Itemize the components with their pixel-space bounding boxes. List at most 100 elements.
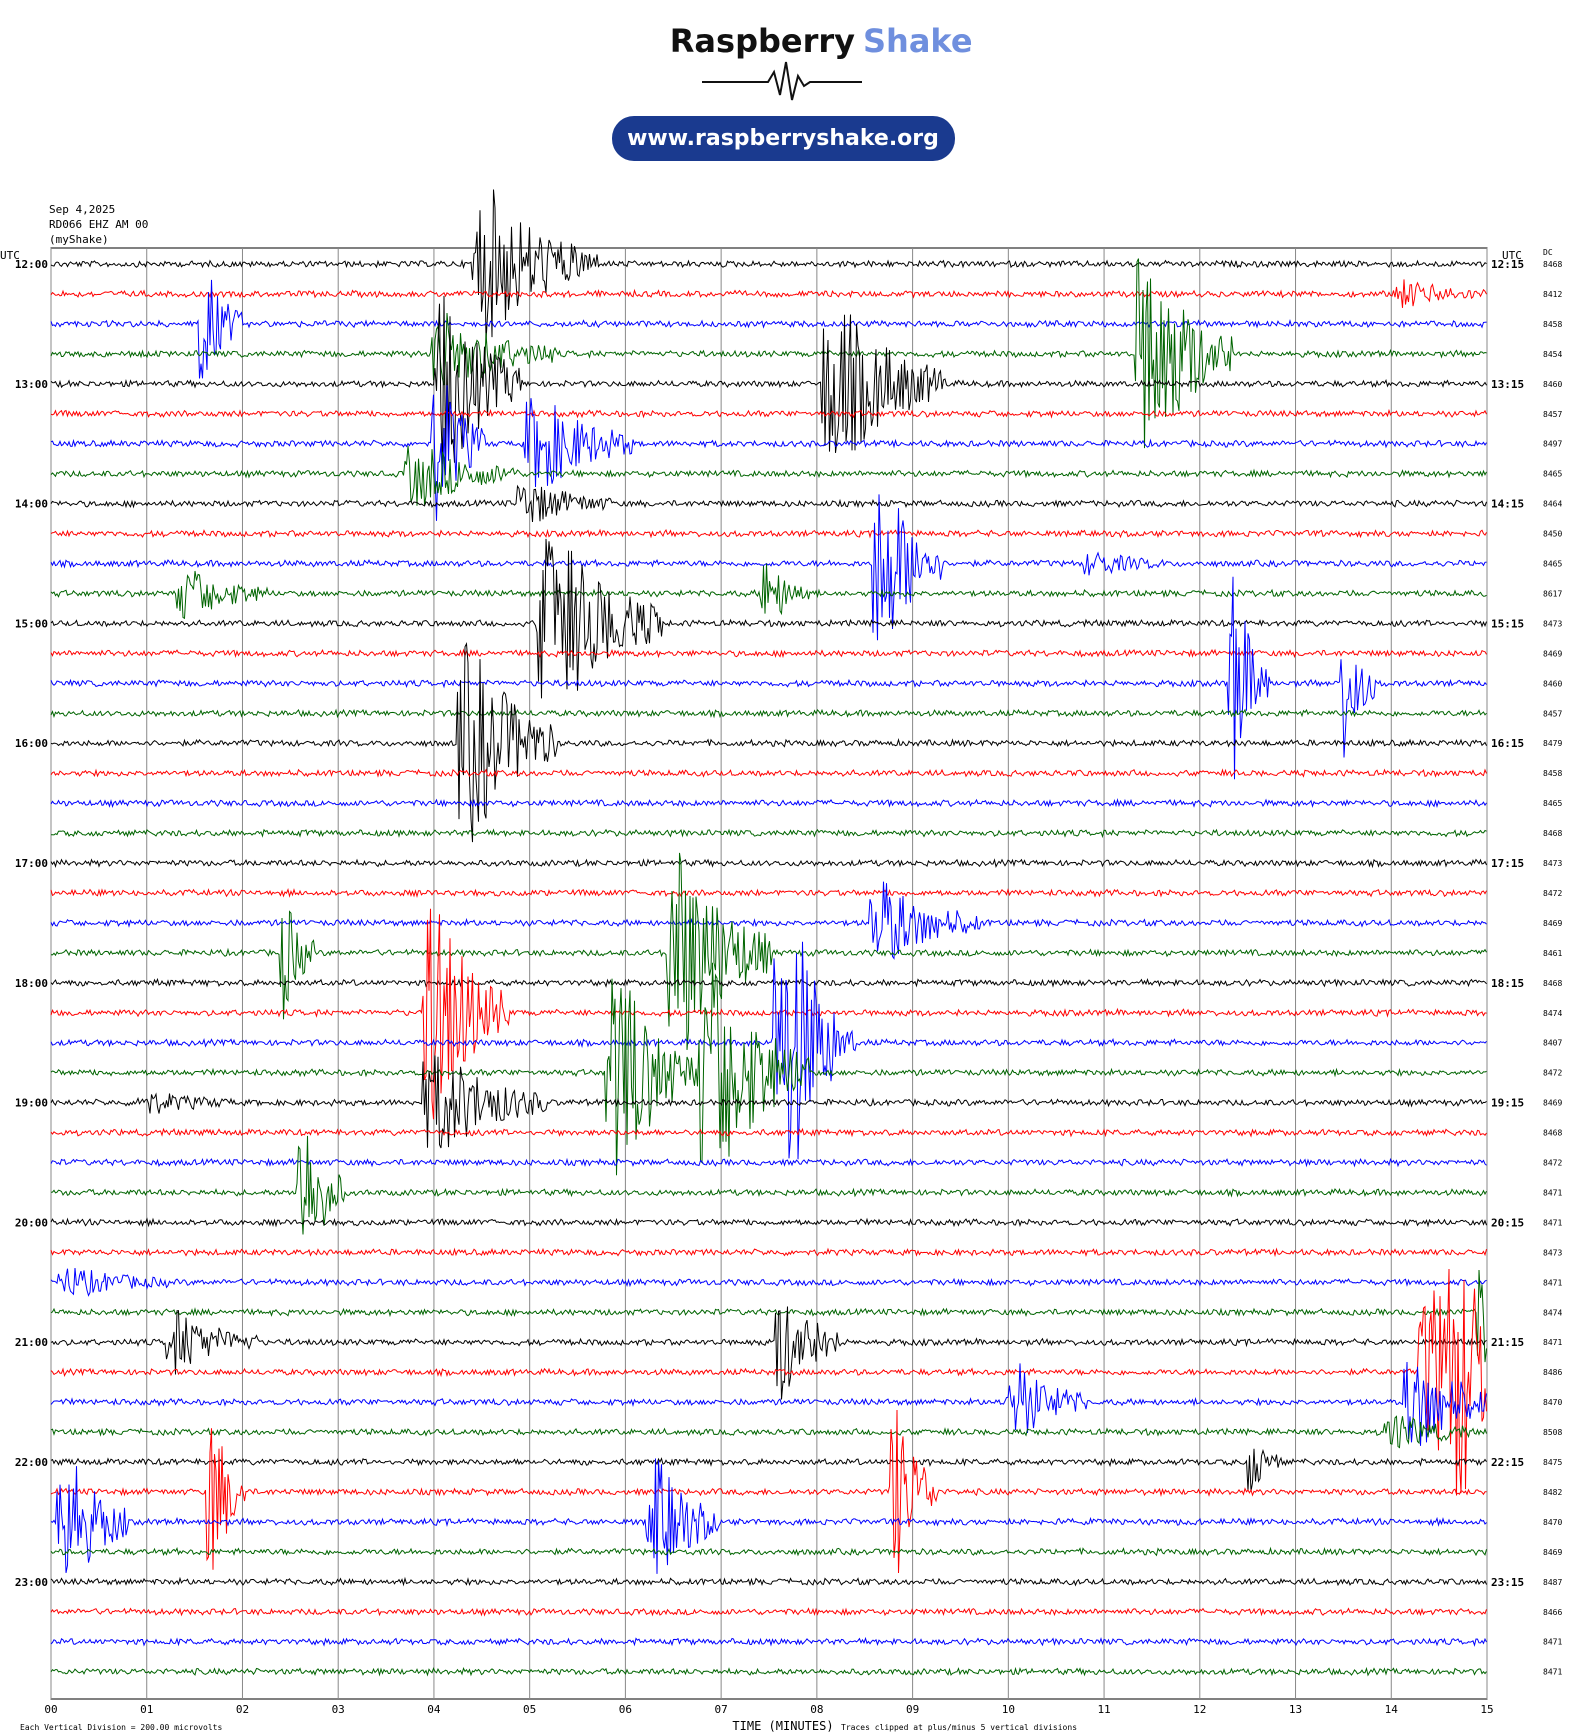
dc-value: 8471 <box>1543 1278 1562 1287</box>
dc-value: 8457 <box>1543 410 1562 419</box>
dc-value: 8471 <box>1543 1188 1562 1197</box>
dc-value: 8486 <box>1543 1368 1562 1377</box>
left-time-label: 12:00 <box>15 258 48 271</box>
dc-value: 8497 <box>1543 440 1562 449</box>
trace <box>50 258 1487 449</box>
dc-value: 8450 <box>1543 530 1562 539</box>
trace <box>50 1127 1487 1138</box>
trace <box>50 1361 1487 1446</box>
dc-value: 8458 <box>1543 320 1562 329</box>
left-time-label: 19:00 <box>15 1097 48 1110</box>
network: (myShake) <box>49 233 109 246</box>
plot-frame <box>50 247 1488 1700</box>
dc-value: 8469 <box>1543 1548 1562 1557</box>
dc-value: 8471 <box>1543 1218 1562 1227</box>
x-tick-label: 00 <box>44 1703 57 1716</box>
dc-value: 8412 <box>1543 290 1562 299</box>
trace <box>50 295 1487 465</box>
trace <box>50 538 1487 699</box>
dc-value: 8471 <box>1543 1638 1562 1647</box>
dc-value: 8473 <box>1543 859 1562 868</box>
trace <box>50 1055 1487 1149</box>
trace <box>50 1247 1487 1258</box>
trace <box>50 1269 1487 1363</box>
left-axis-title: UTC <box>0 249 20 262</box>
trace <box>50 494 1487 641</box>
right-time-label: 16:15 <box>1491 737 1524 750</box>
trace <box>50 648 1487 659</box>
trace <box>50 189 1487 342</box>
dc-value: 8466 <box>1543 1608 1562 1617</box>
logo-wave <box>702 61 862 101</box>
dc-value: 8465 <box>1543 799 1562 808</box>
dc-value: 8470 <box>1543 1518 1562 1527</box>
trace <box>50 1409 1487 1574</box>
dc-value: 8475 <box>1543 1458 1562 1467</box>
x-tick-label: 09 <box>906 1703 919 1716</box>
trace <box>50 941 1487 1160</box>
right-time-label: 22:15 <box>1491 1456 1524 1469</box>
right-time-label: 14:15 <box>1491 498 1524 511</box>
trace <box>50 708 1487 719</box>
x-tick-label: 15 <box>1480 1703 1493 1716</box>
trace <box>50 858 1487 869</box>
dc-value: 8473 <box>1543 619 1562 628</box>
dc-value: 8472 <box>1543 1159 1562 1168</box>
trace <box>50 484 1487 523</box>
x-tick-label: 04 <box>427 1703 441 1716</box>
dc-value: 8508 <box>1543 1428 1562 1437</box>
dc-value: 8617 <box>1543 589 1562 598</box>
trace <box>50 881 1487 960</box>
dc-value: 8469 <box>1543 649 1562 658</box>
right-time-label: 20:15 <box>1491 1216 1524 1229</box>
left-time-label: 23:00 <box>15 1576 48 1589</box>
trace <box>50 408 1487 419</box>
trace <box>50 1636 1487 1647</box>
dc-title: DC <box>1543 248 1553 257</box>
trace <box>50 908 1487 1120</box>
x-tick-label: 03 <box>332 1703 345 1716</box>
right-time-label: 19:15 <box>1491 1097 1524 1110</box>
brand-second: Shake <box>863 22 973 60</box>
x-tick-label: 12 <box>1193 1703 1206 1716</box>
dc-value: 8407 <box>1543 1039 1562 1048</box>
dc-value: 8472 <box>1543 1069 1562 1078</box>
trace <box>50 962 1487 1176</box>
x-tick-label: 07 <box>715 1703 728 1716</box>
right-time-label: 13:15 <box>1491 378 1524 391</box>
dc-value: 8460 <box>1543 380 1562 389</box>
dc-value: 8457 <box>1543 709 1562 718</box>
dc-value: 8470 <box>1543 1398 1562 1407</box>
trace <box>50 1576 1487 1587</box>
dc-value: 8465 <box>1543 470 1562 479</box>
x-tick-label: 13 <box>1289 1703 1302 1716</box>
dc-value: 8474 <box>1543 1009 1562 1018</box>
url: www.raspberryshake.org <box>627 126 939 151</box>
right-time-label: 18:15 <box>1491 977 1524 990</box>
trace <box>50 1666 1487 1677</box>
trace <box>50 1546 1487 1557</box>
x-tick-label: 06 <box>619 1703 632 1716</box>
dc-value: 8458 <box>1543 769 1562 778</box>
trace <box>50 1458 1487 1574</box>
trace <box>50 828 1487 839</box>
dc-value: 8460 <box>1543 679 1562 688</box>
x-tick-label: 10 <box>1002 1703 1015 1716</box>
scale-note: Each Vertical Division = 200.00 microvol… <box>20 1723 222 1732</box>
dc-value: 8471 <box>1543 1338 1562 1347</box>
dc-value: 8479 <box>1543 739 1562 748</box>
dc-value: 8468 <box>1543 260 1562 269</box>
trace <box>50 1217 1487 1228</box>
trace <box>50 887 1487 899</box>
left-time-label: 20:00 <box>15 1216 48 1229</box>
right-time-label: 17:15 <box>1491 857 1524 870</box>
dc-value: 8464 <box>1543 500 1562 509</box>
dc-value: 8473 <box>1543 1248 1562 1257</box>
x-tick-label: 01 <box>140 1703 153 1716</box>
dc-value: 8474 <box>1543 1308 1562 1317</box>
trace <box>50 1268 1487 1496</box>
dc-value: 8454 <box>1543 350 1562 359</box>
clip-note: Traces clipped at plus/minus 5 vertical … <box>841 1723 1077 1732</box>
traces <box>50 189 1487 1677</box>
